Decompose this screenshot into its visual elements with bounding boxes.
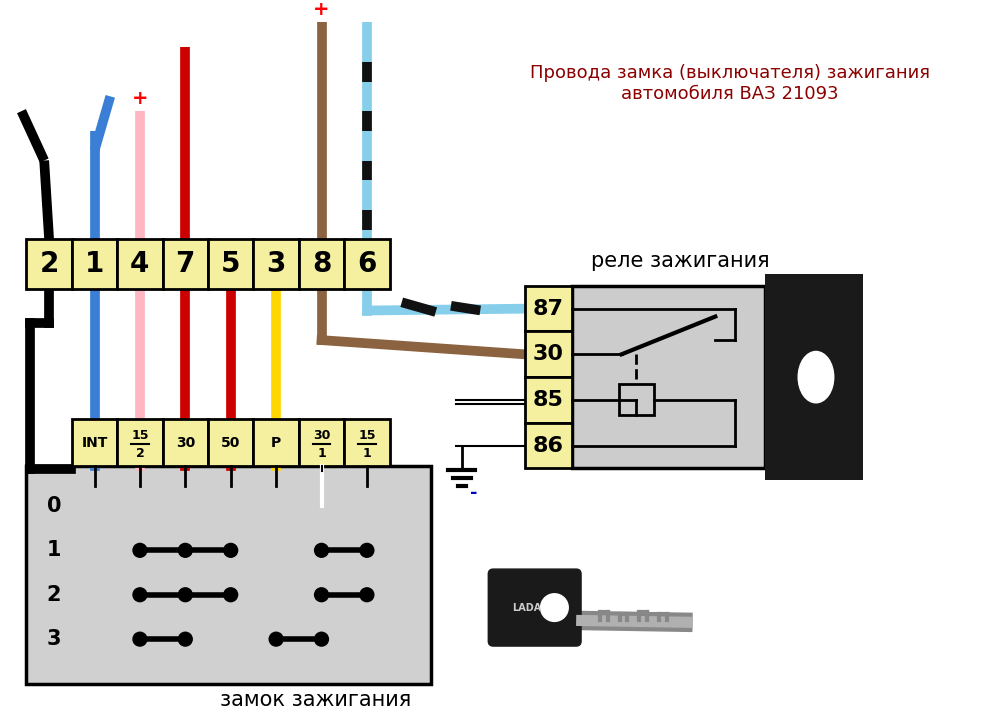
Text: 50: 50	[221, 435, 241, 450]
Text: 1: 1	[362, 447, 371, 460]
Bar	[208, 419, 253, 467]
Bar	[572, 286, 764, 468]
Circle shape	[315, 543, 328, 558]
Bar	[344, 419, 389, 467]
Circle shape	[133, 543, 147, 558]
Bar	[72, 239, 117, 289]
Bar	[208, 239, 253, 289]
Bar	[72, 419, 117, 467]
Bar	[525, 423, 572, 468]
Text: замок зажигания: замок зажигания	[220, 691, 411, 710]
Bar	[253, 419, 299, 467]
Bar	[117, 419, 163, 467]
Text: 1: 1	[85, 250, 105, 278]
Text: 30: 30	[176, 435, 195, 450]
Bar	[344, 239, 389, 289]
Text: P: P	[271, 435, 281, 450]
Circle shape	[269, 632, 283, 646]
Text: Провода замка (выключателя) зажигания
автомобиля ВАЗ 21093: Провода замка (выключателя) зажигания ав…	[529, 64, 929, 103]
Text: 3: 3	[46, 629, 61, 649]
Text: INT: INT	[81, 435, 107, 450]
Text: 2: 2	[39, 250, 59, 278]
Text: 30: 30	[313, 430, 330, 442]
Text: 8: 8	[312, 250, 331, 278]
Text: 86: 86	[532, 435, 563, 456]
Bar	[525, 377, 572, 423]
Text: 85: 85	[532, 390, 563, 410]
Text: 5: 5	[221, 250, 241, 278]
Bar	[299, 419, 344, 467]
Bar	[525, 332, 572, 377]
Text: 30: 30	[532, 345, 563, 364]
Bar	[27, 467, 431, 683]
Text: +: +	[131, 89, 148, 108]
Text: 0: 0	[46, 496, 61, 516]
Circle shape	[360, 543, 374, 558]
Text: 15: 15	[358, 430, 376, 442]
Bar	[27, 239, 72, 289]
Bar	[253, 239, 299, 289]
Circle shape	[224, 543, 238, 558]
Text: 7: 7	[176, 250, 195, 278]
Bar	[163, 419, 208, 467]
Text: +: +	[313, 0, 329, 19]
Text: 3: 3	[266, 250, 286, 278]
Bar	[525, 286, 572, 332]
Circle shape	[178, 632, 192, 646]
Bar	[299, 239, 344, 289]
Text: -: -	[469, 484, 477, 502]
Circle shape	[133, 588, 147, 602]
Text: 6: 6	[357, 250, 377, 278]
Circle shape	[178, 588, 192, 602]
Text: реле зажигания: реле зажигания	[591, 251, 769, 271]
Text: 87: 87	[532, 299, 563, 318]
Text: 1: 1	[317, 447, 325, 460]
FancyBboxPatch shape	[488, 569, 581, 646]
Circle shape	[315, 588, 328, 602]
Circle shape	[315, 632, 328, 646]
Bar	[117, 239, 163, 289]
Bar	[618, 384, 654, 416]
Circle shape	[540, 594, 568, 622]
Text: LADA: LADA	[512, 603, 541, 613]
Text: 15: 15	[131, 430, 149, 442]
Bar	[163, 239, 208, 289]
Text: 4: 4	[130, 250, 150, 278]
Text: 1: 1	[46, 540, 61, 561]
Circle shape	[224, 588, 238, 602]
Circle shape	[360, 588, 374, 602]
Circle shape	[133, 632, 147, 646]
Circle shape	[178, 543, 192, 558]
Ellipse shape	[798, 351, 833, 403]
Bar	[764, 274, 863, 481]
Text: 2: 2	[46, 585, 61, 605]
Text: 2: 2	[135, 447, 144, 460]
